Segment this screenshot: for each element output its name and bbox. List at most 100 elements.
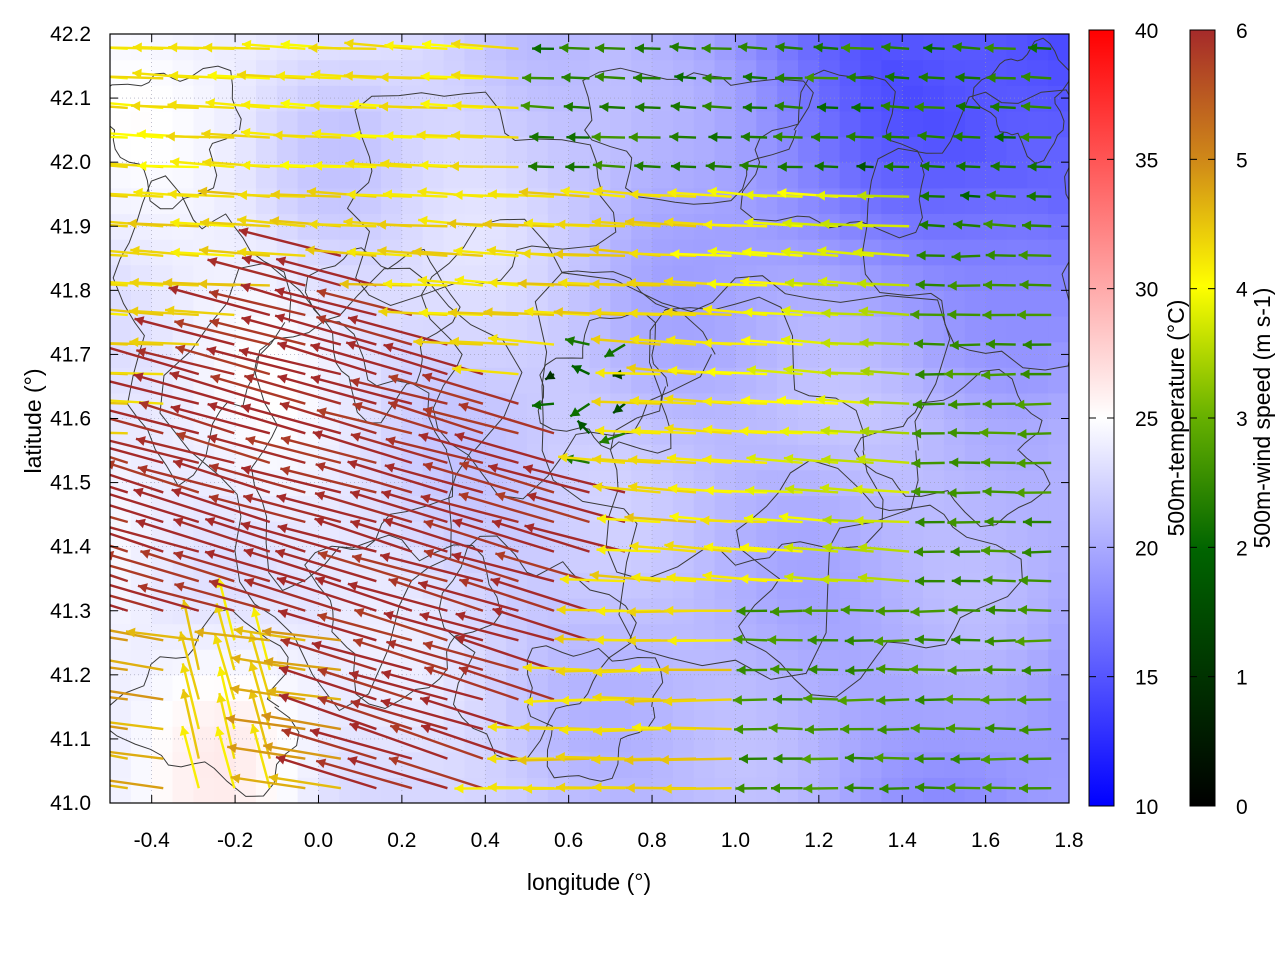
temperature-cell bbox=[464, 674, 486, 702]
wind-arrow bbox=[277, 608, 377, 642]
terrain-contour bbox=[438, 535, 637, 762]
colorbar-tick-label: 5 bbox=[1236, 149, 1248, 172]
temperature-cell bbox=[422, 700, 445, 727]
temperature-cell bbox=[610, 674, 632, 702]
wind-arrow bbox=[1026, 191, 1052, 202]
wind-arrow bbox=[702, 304, 768, 317]
wind-arrow bbox=[349, 519, 448, 553]
temperature-cell bbox=[506, 726, 528, 753]
wind-arrow bbox=[856, 278, 910, 289]
temperature-cell bbox=[652, 341, 674, 368]
temperature-cell bbox=[756, 59, 778, 86]
temperature-cell bbox=[589, 341, 611, 368]
temperature-cell bbox=[672, 649, 695, 676]
wind-arrow bbox=[348, 670, 448, 701]
wind-arrow bbox=[110, 446, 164, 465]
wind-arrow bbox=[110, 417, 164, 435]
wind-arrow bbox=[740, 131, 768, 142]
temperature-cell bbox=[172, 777, 194, 803]
temperature-cell bbox=[506, 290, 528, 317]
temperature-cell bbox=[756, 264, 778, 291]
wind-arrow bbox=[241, 160, 306, 171]
temperature-cell bbox=[860, 59, 882, 86]
wind-arrow bbox=[882, 131, 910, 142]
wind-arrow bbox=[666, 572, 732, 583]
temperature-cell bbox=[589, 110, 611, 138]
temperature-cell bbox=[568, 34, 591, 61]
temperature-cell bbox=[1048, 572, 1069, 599]
temperature-cell bbox=[568, 341, 591, 368]
temperature-cell bbox=[777, 59, 799, 86]
wind-arrow bbox=[388, 374, 484, 405]
wind-arrow bbox=[744, 217, 803, 228]
wind-arrow bbox=[1018, 575, 1052, 586]
temperature-cell bbox=[297, 392, 320, 420]
temperature-cell bbox=[797, 34, 820, 61]
temperature-cell bbox=[276, 187, 299, 215]
wind-arrow bbox=[667, 635, 732, 646]
temperature-cell bbox=[339, 110, 361, 138]
wind-arrow bbox=[110, 223, 128, 228]
temperature-cell bbox=[610, 700, 632, 727]
wind-arrow bbox=[1016, 309, 1052, 320]
temperature-cell bbox=[318, 726, 340, 753]
temperature-cell bbox=[1048, 649, 1069, 676]
temperature-cell bbox=[943, 187, 966, 215]
temperature-cell bbox=[1048, 546, 1069, 573]
temperature-cell bbox=[360, 777, 382, 803]
temperature-cell bbox=[1027, 572, 1049, 599]
temperature-cell bbox=[464, 187, 486, 215]
temperature-cell bbox=[568, 521, 591, 548]
wind-arrow bbox=[990, 161, 1016, 172]
temperature-cell bbox=[797, 367, 820, 394]
wind-arrow bbox=[351, 553, 448, 583]
wind-arrow bbox=[236, 70, 306, 81]
temperature-cell bbox=[797, 187, 820, 215]
wind-arrow bbox=[379, 72, 448, 83]
temperature-cell bbox=[506, 418, 528, 445]
temperature-cell bbox=[777, 546, 799, 573]
temperature-cell bbox=[193, 674, 215, 702]
temperature-cell bbox=[339, 34, 361, 61]
temperature-cell bbox=[693, 700, 716, 727]
temperature-cell bbox=[110, 315, 132, 343]
temperature-cell bbox=[902, 572, 924, 599]
wind-arrow bbox=[816, 246, 874, 258]
temperature-cell bbox=[589, 546, 611, 573]
temperature-cell bbox=[693, 264, 716, 291]
temperature-cell bbox=[777, 623, 799, 650]
wind-arrow bbox=[984, 636, 1016, 647]
y-tick-label: 41.7 bbox=[50, 343, 91, 366]
temperature-cell bbox=[714, 674, 737, 702]
temperature-cell bbox=[526, 136, 549, 163]
wind-arrow bbox=[994, 132, 1016, 143]
temperature-cell bbox=[652, 239, 674, 266]
temperature-cell bbox=[214, 162, 236, 189]
temperature-cell bbox=[881, 726, 903, 753]
temperature-cell bbox=[818, 649, 841, 676]
wind-arrow bbox=[980, 694, 1016, 705]
wind-arrow bbox=[314, 516, 413, 553]
temperature-cell bbox=[797, 700, 820, 727]
temperature-cell bbox=[985, 290, 1008, 317]
wind-arrow bbox=[983, 280, 1016, 291]
wind-arrow bbox=[732, 695, 768, 706]
temperature-cell bbox=[151, 315, 174, 343]
wind-arrow bbox=[237, 247, 306, 258]
wind-arrow bbox=[951, 575, 981, 586]
wind-arrow bbox=[226, 743, 306, 760]
temperature-cell bbox=[172, 674, 194, 702]
wind-arrow bbox=[130, 245, 199, 258]
temperature-cell bbox=[506, 110, 528, 138]
wind-arrow bbox=[594, 72, 626, 83]
temperature-cell bbox=[589, 469, 611, 496]
temperature-cell bbox=[110, 623, 132, 650]
wind-arrow bbox=[110, 164, 128, 169]
temperature-cell bbox=[672, 136, 695, 163]
temperature-cell bbox=[672, 777, 695, 803]
wind-arrow bbox=[775, 73, 803, 84]
wind-arrow bbox=[857, 572, 910, 583]
temperature-cell bbox=[1048, 495, 1069, 522]
temperature-cell bbox=[714, 392, 737, 420]
temperature-cell bbox=[568, 187, 591, 215]
